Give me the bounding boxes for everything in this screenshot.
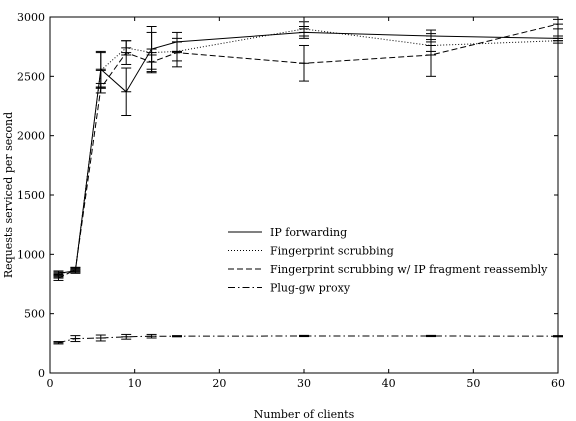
legend-label: Fingerprint scrubbing	[270, 245, 394, 258]
series-lines	[53, 18, 563, 345]
x-axis-label: Number of clients	[254, 408, 355, 421]
y-tick-label: 1000	[17, 248, 45, 261]
legend: IP forwarding Fingerprint scrubbing Finger…	[228, 226, 548, 295]
x-tick-label: 0	[47, 377, 54, 390]
y-tick-label: 1500	[17, 189, 45, 202]
x-tick-label: 60	[551, 377, 565, 390]
y-tick-label: 2500	[17, 70, 45, 83]
x-tick-label: 10	[128, 377, 142, 390]
x-tick-label: 30	[297, 377, 311, 390]
legend-label: Fingerprint scrubbing w/ IP fragment rea…	[270, 263, 548, 276]
series-line	[58, 23, 559, 279]
y-axis-label: Requests serviced per second	[2, 112, 15, 278]
y-tick-label: 3000	[17, 11, 45, 24]
series-group	[53, 333, 563, 345]
series-line	[58, 28, 559, 275]
y-tick-label: 500	[24, 308, 45, 321]
x-tick-label: 20	[212, 377, 226, 390]
y-tick-label: 2000	[17, 130, 45, 143]
x-tick-label: 50	[466, 377, 480, 390]
y-tick-label: 0	[38, 367, 45, 380]
legend-label: Plug-gw proxy	[270, 282, 351, 295]
axis-ticks: 0 10 20 30 40 50 60 0 500 1000 1500 2000 2500 3000	[17, 11, 565, 390]
legend-label: IP forwarding	[270, 226, 347, 239]
x-tick-label: 40	[382, 377, 396, 390]
series-group	[53, 18, 563, 281]
